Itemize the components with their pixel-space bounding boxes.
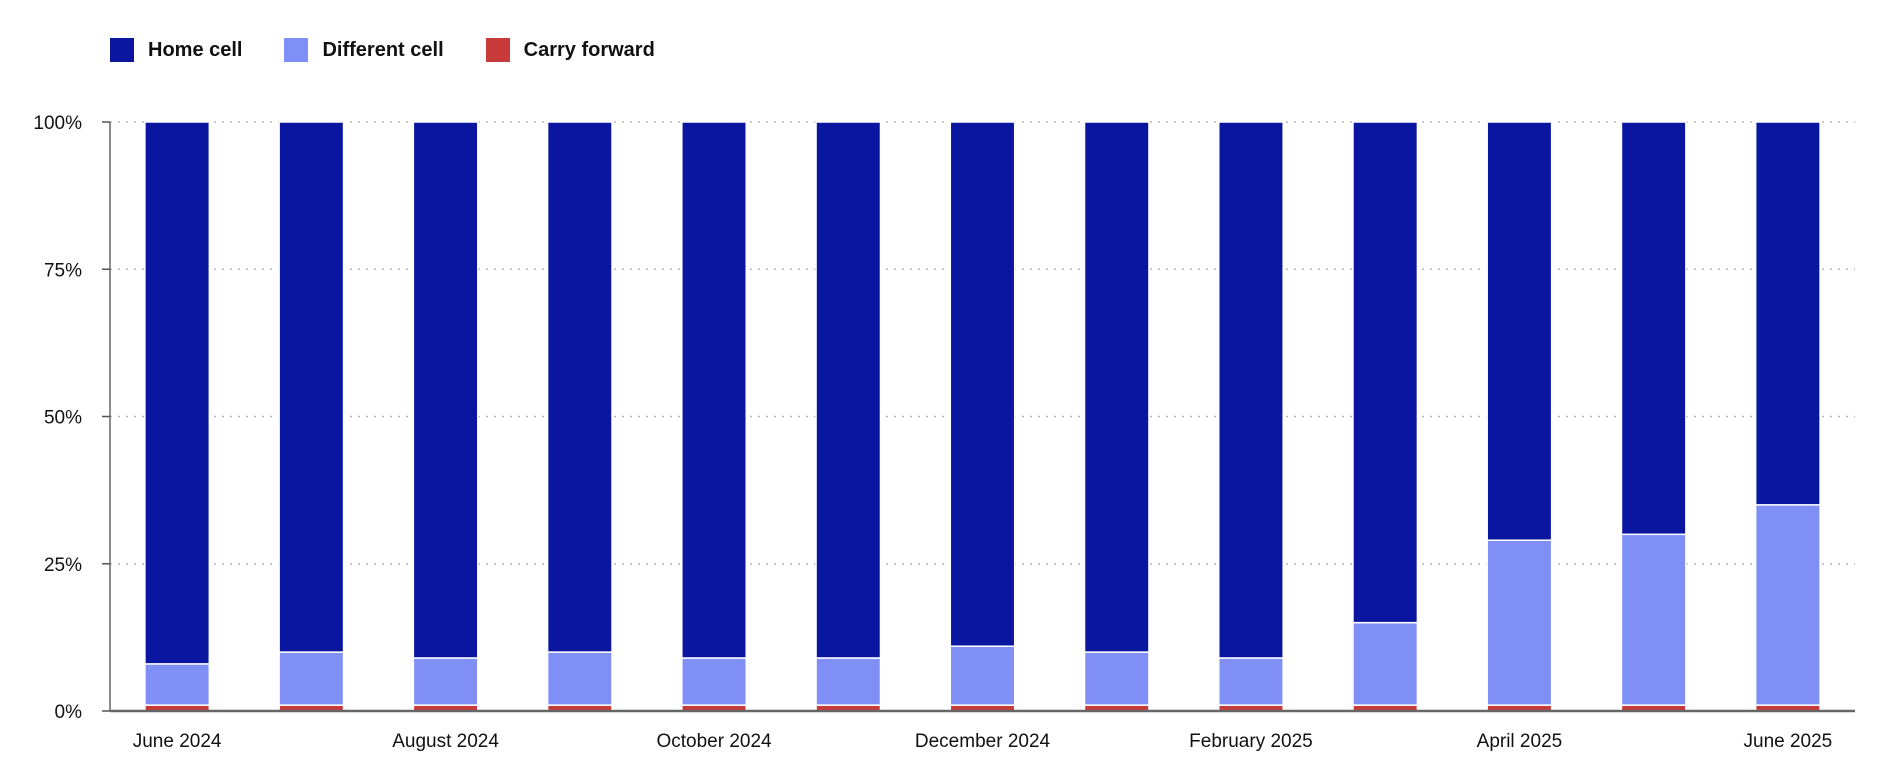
x-tick-label: December 2024	[915, 731, 1051, 752]
legend-swatch-home-cell	[110, 38, 134, 62]
x-tick-labels: June 2024 August 2024 October 2024 December…	[133, 731, 1833, 752]
bar-segment-home-cell[interactable]	[278, 121, 345, 653]
y-tick-labels: 0% 25% 50% 75% 100%	[33, 113, 110, 723]
bar-segment-different-cell[interactable]	[1486, 539, 1553, 706]
y-tick-label: 25%	[44, 555, 82, 576]
bar-segment-home-cell[interactable]	[144, 121, 211, 665]
x-tick-label: August 2024	[392, 731, 499, 752]
legend: Home cell Different cell Carry forward	[110, 38, 655, 62]
bar-segment-home-cell[interactable]	[949, 121, 1016, 647]
y-tick-label: 0%	[55, 702, 83, 723]
bar-segment-home-cell[interactable]	[546, 121, 613, 653]
bar-segment-home-cell[interactable]	[1754, 121, 1821, 506]
bar-segment-different-cell[interactable]	[1352, 621, 1419, 706]
legend-label-different-cell: Different cell	[322, 38, 444, 61]
bar-segment-different-cell[interactable]	[1754, 504, 1821, 706]
legend-label-carry-forward: Carry forward	[523, 38, 655, 61]
x-tick-label: October 2024	[656, 731, 772, 752]
y-tick-label: 100%	[33, 113, 82, 134]
bar-segment-different-cell[interactable]	[144, 663, 211, 706]
bars	[144, 121, 1821, 712]
bar-segment-home-cell[interactable]	[1620, 121, 1687, 536]
bar-segment-home-cell[interactable]	[1217, 121, 1284, 659]
bar-segment-home-cell[interactable]	[1083, 121, 1150, 653]
bar-segment-different-cell[interactable]	[546, 651, 613, 706]
legend-item-different-cell[interactable]: Different cell	[284, 38, 444, 62]
y-tick-label: 75%	[44, 260, 82, 281]
bar-segment-different-cell[interactable]	[1083, 651, 1150, 706]
legend-item-carry-forward[interactable]: Carry forward	[485, 38, 655, 62]
bar-segment-different-cell[interactable]	[681, 657, 748, 706]
bar-segment-different-cell[interactable]	[1217, 657, 1284, 706]
bar-segment-home-cell[interactable]	[1486, 121, 1553, 541]
x-tick-label: June 2024	[133, 731, 222, 752]
bar-segment-different-cell[interactable]	[412, 657, 479, 706]
legend-swatch-carry-forward	[485, 38, 510, 62]
legend-label-home-cell: Home cell	[148, 38, 243, 61]
bar-segment-home-cell[interactable]	[681, 121, 748, 659]
y-tick-label: 50%	[44, 408, 82, 429]
bar-segment-different-cell[interactable]	[815, 657, 882, 706]
x-tick-label: June 2025	[1744, 731, 1833, 752]
bar-segment-home-cell[interactable]	[412, 121, 479, 659]
x-tick-label: April 2025	[1477, 731, 1563, 752]
bar-segment-different-cell[interactable]	[278, 651, 345, 706]
x-tick-label: February 2025	[1189, 731, 1313, 752]
bar-segment-different-cell[interactable]	[1620, 533, 1687, 706]
bar-segment-home-cell[interactable]	[1352, 121, 1419, 624]
legend-swatch-different-cell	[284, 38, 309, 62]
bar-segment-home-cell[interactable]	[815, 121, 882, 659]
legend-item-home-cell[interactable]: Home cell	[110, 38, 242, 62]
bar-segment-different-cell[interactable]	[949, 645, 1016, 706]
